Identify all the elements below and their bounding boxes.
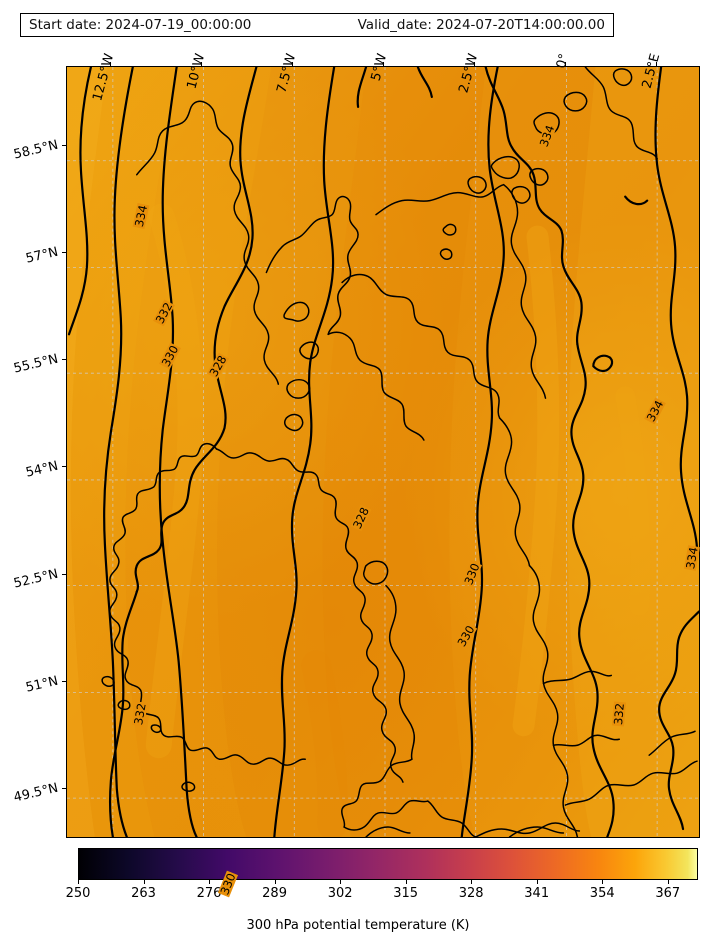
latitude-tick-mark xyxy=(62,680,66,682)
longitude-tick-mark xyxy=(656,62,658,66)
colorbar-tick-mark xyxy=(405,880,407,884)
latitude-tick-label: 57°N xyxy=(24,244,60,267)
colorbar-tick-mark xyxy=(471,880,473,884)
latitude-tick-label: 55.5°N xyxy=(12,351,60,377)
colorbar-tick-label: 341 xyxy=(524,886,550,901)
latitude-tick-mark xyxy=(62,466,66,468)
map-clip xyxy=(67,67,699,837)
colorbar-tick-label: 276 xyxy=(196,886,222,901)
longitude-tick-mark xyxy=(200,62,202,66)
latitude-tick-label: 51°N xyxy=(24,673,60,696)
valid-date-label: Valid_date: 2024-07-20T14:00:00.00 xyxy=(357,17,605,33)
longitude-tick-mark xyxy=(291,62,293,66)
longitude-tick-mark xyxy=(383,62,384,66)
colorbar-tick-label: 250 xyxy=(65,886,91,901)
colorbar-caption: 300 hPa potential temperature (K) xyxy=(246,918,470,933)
colorbar-tick-mark xyxy=(78,880,79,884)
latitude-tick-label: 52.5°N xyxy=(12,566,60,591)
map-overlay xyxy=(67,67,699,837)
colorbar-tick-label: 367 xyxy=(655,886,681,901)
start-date-label: Start date: 2024-07-19_00:00:00 xyxy=(29,17,252,33)
colorbar-tick-mark xyxy=(536,880,538,884)
colorbar-gradient xyxy=(79,849,697,879)
colorbar-tick-label: 263 xyxy=(131,886,156,901)
latitude-tick-mark xyxy=(62,359,66,361)
colorbar-tick-mark xyxy=(667,880,669,884)
latitude-tick-label: 58.5°N xyxy=(12,137,60,163)
colorbar-tick-label: 328 xyxy=(458,886,484,901)
title-annotation-box: Start date: 2024-07-19_00:00:00 Valid_da… xyxy=(20,13,614,37)
coastlines xyxy=(101,67,698,837)
contour-label: 332 xyxy=(611,701,627,727)
colorbar[interactable] xyxy=(78,848,698,880)
latitude-tick-label: 49.5°N xyxy=(12,780,60,806)
latitude-tick-mark xyxy=(62,251,66,253)
colorbar-tick-mark xyxy=(274,880,276,884)
colorbar-tick-mark xyxy=(143,880,145,884)
colorbar-tick-label: 289 xyxy=(262,886,287,901)
gridlines xyxy=(67,67,699,837)
colorbar-tick-label: 302 xyxy=(327,886,353,901)
latitude-tick-mark xyxy=(62,144,66,146)
longitude-tick-mark xyxy=(109,62,111,66)
longitude-tick-mark xyxy=(474,62,476,66)
latitude-tick-mark xyxy=(62,787,66,789)
latitude-tick-mark xyxy=(62,573,66,575)
colorbar-tick-mark xyxy=(209,880,211,884)
contour-lines xyxy=(67,67,699,837)
colorbar-tick-label: 354 xyxy=(589,886,615,901)
colorbar-tick-mark xyxy=(340,880,342,884)
map-axes[interactable] xyxy=(66,66,700,838)
latitude-tick-label: 54°N xyxy=(24,458,60,481)
colorbar-tick-label: 315 xyxy=(393,886,419,901)
longitude-tick-mark xyxy=(565,62,567,66)
colorbar-tick-mark xyxy=(602,880,604,884)
